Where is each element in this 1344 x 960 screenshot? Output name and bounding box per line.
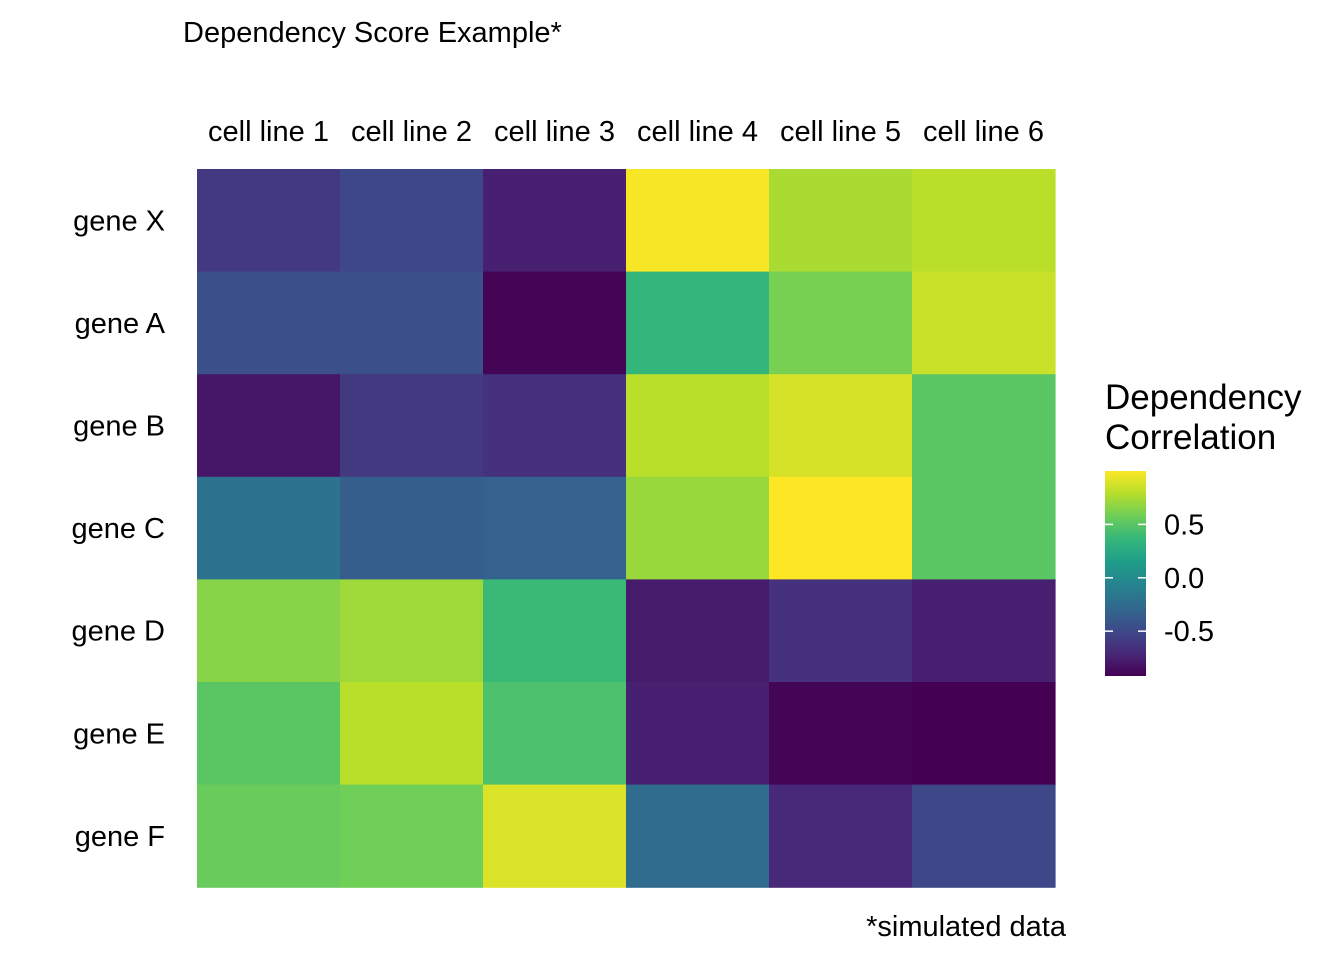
heatmap-cell: [197, 476, 341, 580]
heatmap-cell: [626, 476, 770, 580]
legend-title-line-1: Dependency: [1105, 378, 1302, 417]
column-label: cell line 6: [923, 116, 1044, 148]
heatmap-cell: [197, 169, 341, 273]
column-labels: cell line 1 cell line 2 cell line 3 cell li…: [208, 116, 1044, 148]
heatmap-cell: [483, 476, 627, 580]
row-label: gene D: [71, 616, 165, 648]
heatmap-cell: [340, 374, 484, 478]
heatmap-cells: [197, 169, 1056, 888]
column-label: cell line 1: [208, 116, 329, 148]
legend-tick-label: 0.5: [1164, 509, 1204, 541]
heatmap-cell: [483, 682, 627, 786]
row-label: gene F: [75, 821, 165, 853]
chart-title: Dependency Score Example*: [183, 17, 562, 49]
heatmap-cell: [769, 374, 913, 478]
heatmap-cell: [769, 784, 913, 888]
row-label: gene X: [73, 205, 165, 237]
row-label: gene E: [73, 718, 165, 750]
heatmap-cell: [769, 579, 913, 683]
heatmap-cell: [197, 374, 341, 478]
heatmap-cell: [912, 271, 1056, 375]
heatmap-cell: [197, 271, 341, 375]
heatmap-cell: [483, 784, 627, 888]
heatmap-cell: [626, 374, 770, 478]
heatmap-cell: [483, 579, 627, 683]
heatmap-cell: [912, 682, 1056, 786]
column-label: cell line 3: [494, 116, 615, 148]
heatmap-cell: [769, 169, 913, 273]
column-label: cell line 4: [637, 116, 758, 148]
heatmap-cell: [340, 271, 484, 375]
row-labels: gene X gene A gene B gene C gene D gene E gene…: [71, 205, 165, 853]
heatmap-cell: [483, 169, 627, 273]
column-label: cell line 2: [351, 116, 472, 148]
legend-title-line-2: Correlation: [1105, 418, 1276, 457]
heatmap-cell: [769, 476, 913, 580]
heatmap-cell: [912, 476, 1056, 580]
heatmap-cell: [340, 476, 484, 580]
legend-ticks: 0.5 0.0 -0.5: [1105, 509, 1214, 648]
heatmap-cell: [912, 374, 1056, 478]
column-label: cell line 5: [780, 116, 901, 148]
row-label: gene B: [73, 411, 165, 443]
heatmap-cell: [769, 271, 913, 375]
heatmap-cell: [340, 169, 484, 273]
chart-caption: *simulated data: [866, 911, 1067, 943]
heatmap-cell: [912, 784, 1056, 888]
heatmap-cell: [483, 374, 627, 478]
heatmap-cell: [340, 579, 484, 683]
heatmap-cell: [626, 784, 770, 888]
legend-tick-label: -0.5: [1164, 616, 1214, 648]
legend: Dependency Correlation 0.5 0.0 -0.5: [1105, 378, 1302, 676]
row-label: gene A: [75, 308, 166, 340]
heatmap-cell: [626, 579, 770, 683]
heatmap-cell: [626, 682, 770, 786]
heatmap-cell: [340, 682, 484, 786]
heatmap-cell: [912, 579, 1056, 683]
legend-tick-label: 0.0: [1164, 563, 1204, 595]
heatmap-cell: [197, 579, 341, 683]
heatmap-cell: [483, 271, 627, 375]
heatmap-cell: [769, 682, 913, 786]
heatmap-cell: [912, 169, 1056, 273]
heatmap-cell: [626, 169, 770, 273]
row-label: gene C: [71, 513, 165, 545]
heatmap-cell: [197, 682, 341, 786]
heatmap-cell: [340, 784, 484, 888]
legend-colorbar: [1105, 471, 1146, 676]
heatmap-cell: [197, 784, 341, 888]
heatmap-cell: [626, 271, 770, 375]
